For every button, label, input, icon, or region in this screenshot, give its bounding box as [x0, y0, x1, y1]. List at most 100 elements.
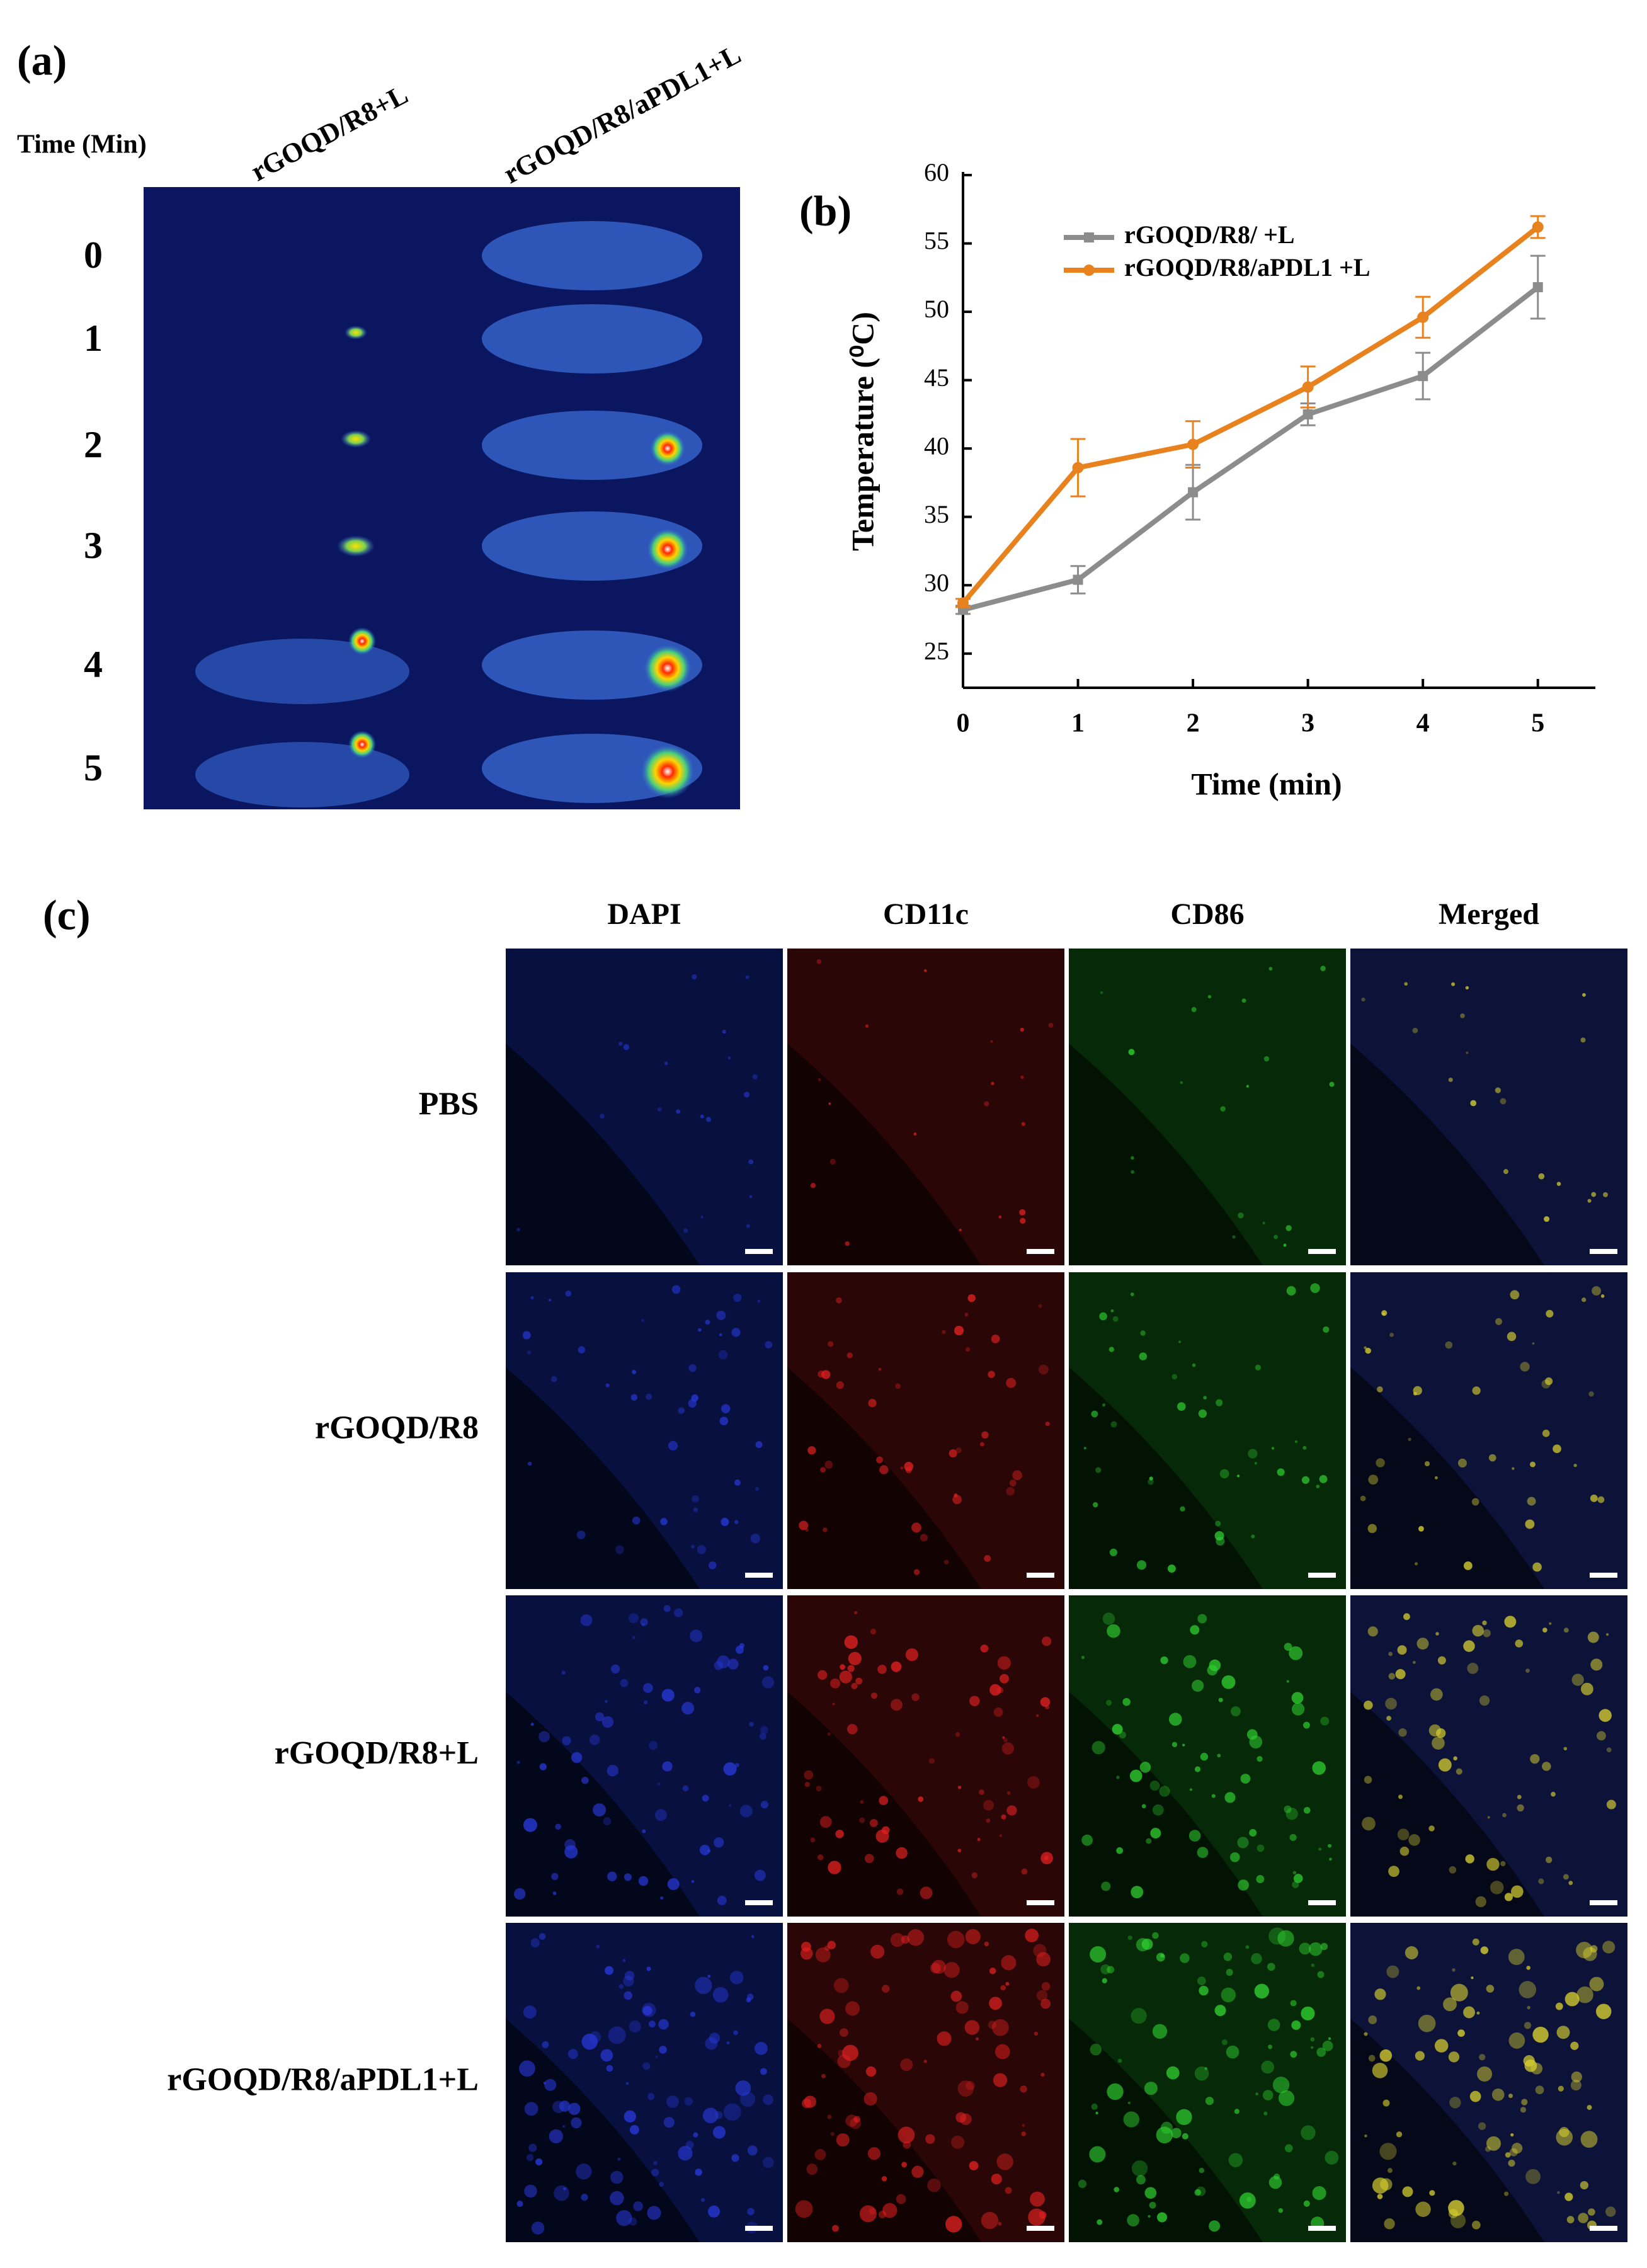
y-tick-label: 40 [924, 431, 949, 460]
signal-spot [692, 974, 697, 980]
signal-spot [846, 1352, 853, 1359]
signal-spot [1100, 991, 1103, 994]
signal-spot [950, 1990, 962, 2002]
signal-spot [757, 1299, 761, 1303]
signal-spot [864, 1854, 874, 1864]
signal-spot [1261, 2060, 1274, 2074]
signal-spot [1194, 1766, 1201, 1772]
panel-label: (b) [799, 187, 852, 235]
signal-spot [653, 2160, 658, 2165]
signal-spot [1379, 2049, 1393, 2062]
signal-spot [1504, 1616, 1517, 1628]
signal-spot [722, 1029, 726, 1034]
signal-spot [727, 1658, 739, 1670]
signal-spot [1278, 2208, 1284, 2213]
signal-spot [1081, 1655, 1085, 1660]
signal-spot [1090, 2043, 1102, 2056]
signal-spot [1033, 1944, 1047, 1957]
signal-spot [1089, 2146, 1106, 2163]
signal-spot [1105, 1699, 1112, 1706]
signal-spot [735, 2080, 751, 2096]
signal-spot [1152, 1804, 1164, 1816]
signal-spot [1236, 1474, 1240, 1478]
signal-spot [905, 1648, 919, 1661]
signal-spot [999, 1673, 1010, 1684]
signal-spot [1102, 1978, 1107, 1984]
signal-spot [1532, 1562, 1542, 1572]
signal-spot [1413, 1386, 1422, 1396]
signal-spot [1521, 2099, 1528, 2106]
signal-spot [1131, 2007, 1147, 2024]
signal-spot [1303, 1721, 1310, 1729]
signal-spot [1388, 1651, 1393, 1656]
signal-spot [707, 1849, 711, 1853]
tissue-edge [1069, 1043, 1263, 1265]
signal-spot [1180, 1506, 1185, 1512]
signal-spot [1149, 1476, 1153, 1481]
signal-spot [565, 1290, 572, 1297]
time-label: Time (Min) [17, 130, 147, 159]
signal-spot [966, 2080, 975, 2090]
signal-spot [1294, 1440, 1297, 1443]
signal-spot [1486, 2136, 1501, 2151]
signal-spot [1001, 1742, 1015, 1755]
signal-spot [1303, 2200, 1310, 2207]
signal-spot [727, 1056, 731, 1060]
signal-spot [695, 1976, 712, 1995]
signal-spot [876, 1456, 883, 1464]
scale-bar [1308, 1249, 1336, 1254]
signal-spot [1139, 1352, 1148, 1360]
signal-spot [1605, 2206, 1616, 2217]
signal-spot [576, 2163, 592, 2180]
mouse [482, 411, 702, 480]
signal-spot [984, 1941, 989, 1947]
signal-spot [549, 2129, 563, 2144]
signal-spot [1500, 1861, 1506, 1867]
signal-spot [1107, 2083, 1124, 2100]
signal-spot [527, 1461, 532, 1466]
signal-spot [1368, 1474, 1379, 1485]
signal-spot [810, 1837, 816, 1843]
signal-spot [1465, 986, 1469, 989]
signal-spot [641, 1319, 645, 1322]
signal-spot [879, 1796, 889, 1806]
signal-spot [1472, 1938, 1479, 1946]
signal-spot [1490, 1881, 1504, 1895]
signal-spot [1476, 2011, 1480, 2015]
signal-spot [690, 2011, 696, 2017]
signal-spot [1471, 1498, 1479, 1506]
signal-spot [1472, 1624, 1484, 1637]
signal-spot [1452, 2161, 1457, 2166]
signal-spot [1503, 2191, 1509, 2196]
column-header: CD86 [1170, 898, 1244, 931]
signal-spot [1171, 1741, 1178, 1748]
signal-spot [1517, 1794, 1522, 1799]
signal-spot [1398, 1794, 1403, 1799]
signal-spot [1580, 2131, 1598, 2148]
signal-spot [620, 1678, 629, 1687]
signal-spot [875, 1829, 889, 1843]
signal-spot [868, 1399, 877, 1408]
signal-spot [1520, 1362, 1530, 1372]
signal-spot [1320, 966, 1326, 971]
signal-spot [1251, 1534, 1255, 1539]
signal-spot [1542, 1627, 1547, 1633]
signal-spot [1022, 2124, 1025, 2128]
signal-spot [1438, 1758, 1452, 1772]
signal-spot [1408, 1437, 1411, 1441]
signal-spot [989, 1997, 1002, 2010]
signal-spot [744, 1091, 750, 1098]
signal-spot [1127, 1935, 1132, 1940]
signal-spot [951, 2135, 965, 2149]
signal-spot [1209, 2220, 1221, 2232]
signal-spot [1475, 1896, 1486, 1908]
signal-spot [1576, 1942, 1593, 1959]
column-header: CD11c [883, 898, 969, 931]
signal-spot [697, 1545, 707, 1554]
scale-bar [745, 1573, 773, 1578]
signal-spot [1152, 2024, 1168, 2039]
signal-spot [683, 1228, 688, 1233]
signal-spot [535, 2158, 543, 2166]
signal-spot [867, 2147, 881, 2160]
signal-spot [610, 2191, 624, 2206]
